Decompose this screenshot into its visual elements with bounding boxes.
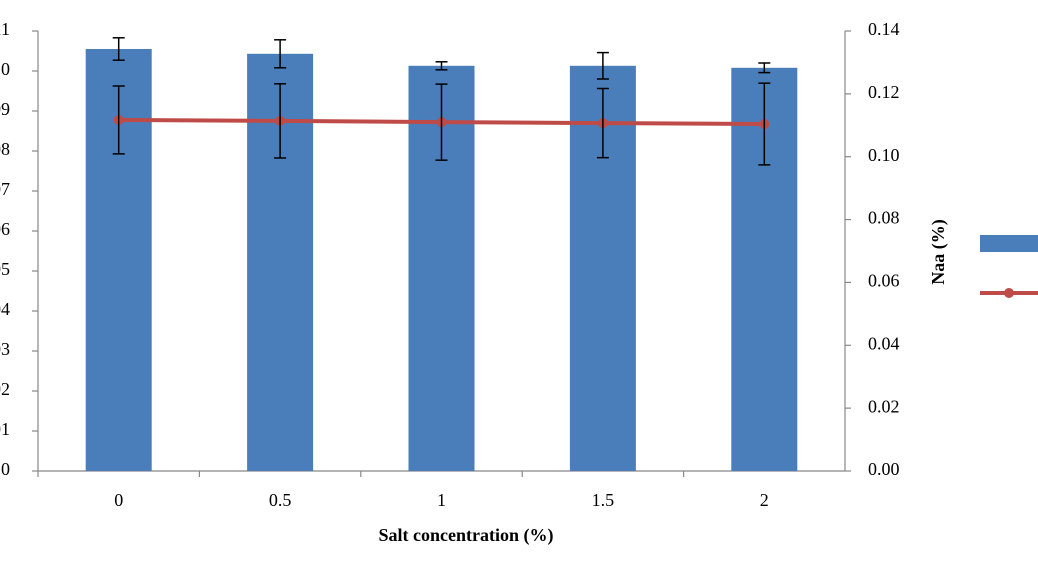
y-tick-label: 0.02 [0,379,10,399]
y-tick-label: 0.03 [0,339,10,359]
x-tick-label: 1 [437,490,446,510]
legend-swatch-point [1004,288,1014,298]
x-tick-label: 1.5 [592,490,615,510]
y2-tick-label: 0.00 [868,459,900,479]
x-tick-label: 2 [760,490,769,510]
x-tick-label: 0 [114,490,123,510]
y-tick-label: 0.08 [0,139,10,159]
legend-swatch [980,235,1038,252]
y-tick-label: 0.11 [0,19,10,39]
y2-tick-label: 0.06 [868,271,900,291]
y-tick-label: 0.07 [0,179,10,199]
y2-tick-label: 0.10 [868,145,900,165]
x-tick-label: 0.5 [269,490,292,510]
y2-axis-title: Naa (%) [928,219,949,285]
x-axis-title: Salt concentration (%) [379,525,554,546]
y-tick-label: 0.01 [0,419,10,439]
y2-tick-label: 0.12 [868,82,900,102]
y2-tick-label: 0.02 [868,396,900,416]
y-tick-label: 0 [1,459,10,479]
y-tick-label: 0.06 [0,219,10,239]
y-tick-label: 0.09 [0,99,10,119]
y-tick-label: 0.10 [0,59,10,79]
y2-tick-label: 0.08 [868,208,900,228]
y-tick-label: 0.04 [0,299,10,319]
y2-tick-label: 0.04 [868,333,900,353]
y2-tick-label: 0.14 [868,19,900,39]
y-tick-label: 0.05 [0,259,10,279]
